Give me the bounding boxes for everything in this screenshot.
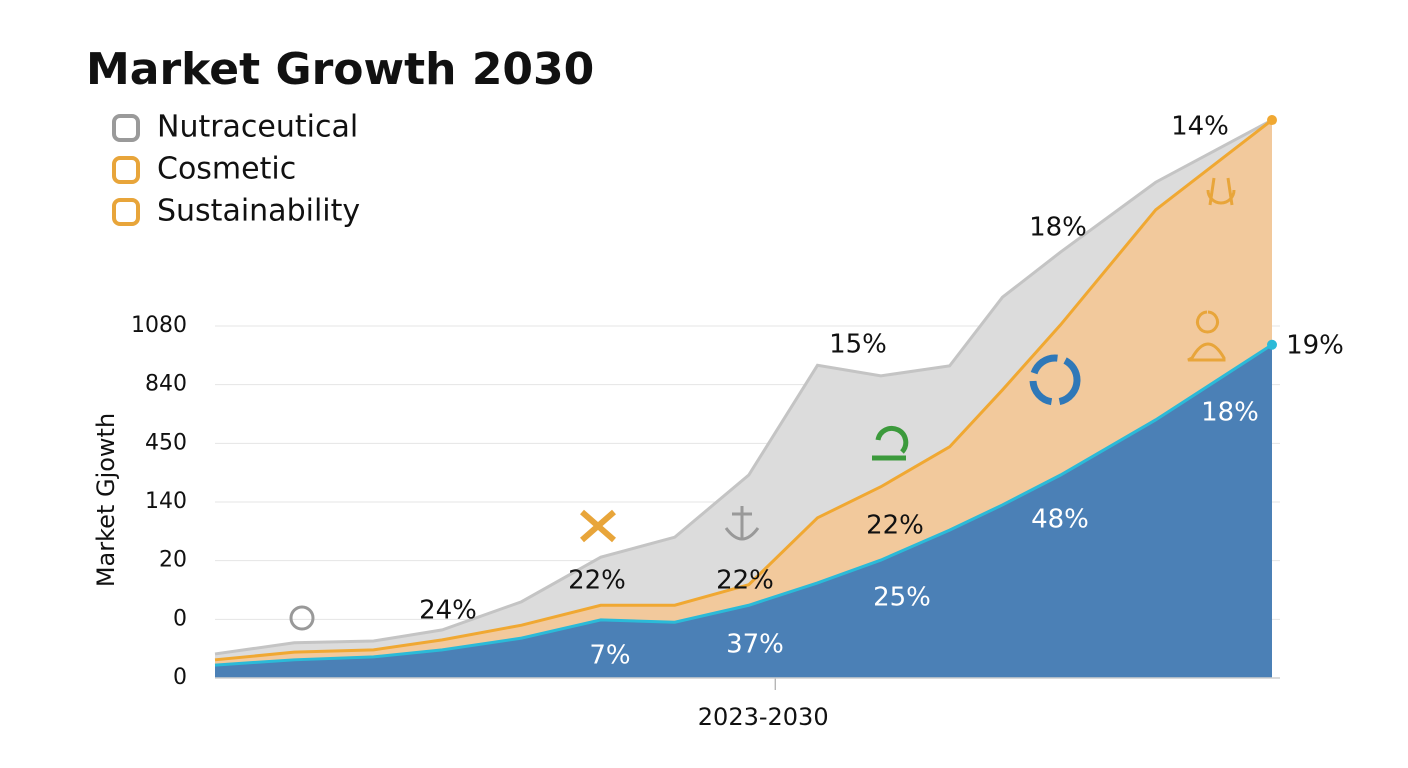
icon (872, 425, 909, 461)
annotation: 19% (1286, 331, 1344, 361)
annotation: 22% (716, 566, 774, 596)
x-tick-label: 2023-2030 (698, 703, 829, 731)
y-tick-label: 0 (173, 665, 187, 690)
legend-swatch (112, 198, 140, 226)
icon (724, 506, 760, 541)
legend-swatch (112, 114, 140, 142)
legend-label: Sustainability (157, 194, 360, 229)
icon (1206, 177, 1236, 206)
icon (1029, 354, 1081, 406)
icon (1187, 310, 1226, 362)
legend-label: Nutraceutical (157, 110, 358, 145)
y-tick-label: 140 (145, 489, 187, 514)
annotation: 18% (1029, 213, 1087, 243)
plot: 0 0 20 140 450 840 1080 2023-2030 (131, 115, 1280, 731)
annotation: 22% (568, 566, 626, 596)
y-tick-label: 1080 (131, 313, 187, 338)
annotation: 18% (1201, 398, 1259, 428)
area (215, 344, 1272, 678)
end-point (1267, 115, 1277, 126)
y-tick-label: 0 (173, 606, 187, 631)
legend-label: Cosmetic (157, 152, 296, 187)
y-tick-label: 840 (145, 372, 187, 397)
icon (580, 509, 616, 543)
icons (289, 177, 1236, 631)
annotation: 37% (726, 630, 784, 660)
end-point (1267, 339, 1277, 350)
annotation: 22% (866, 511, 924, 541)
annotation: 15% (829, 330, 887, 360)
annotation: 14% (1171, 112, 1229, 142)
annotation: 7% (589, 641, 630, 671)
y-tick-label: 20 (159, 548, 187, 573)
annotation: 25% (873, 583, 931, 613)
y-axis-label: Market Gjowth (92, 413, 120, 587)
area-line (214, 343, 1273, 667)
area-line (214, 118, 1273, 656)
annotation: 24% (419, 596, 477, 626)
annotation: 48% (1031, 505, 1089, 535)
area-line (214, 118, 1273, 662)
chart-title: Market Growth 2030 (86, 44, 594, 95)
y-tick-label: 450 (145, 430, 187, 455)
icon (289, 605, 315, 631)
legend-swatch (112, 156, 140, 184)
